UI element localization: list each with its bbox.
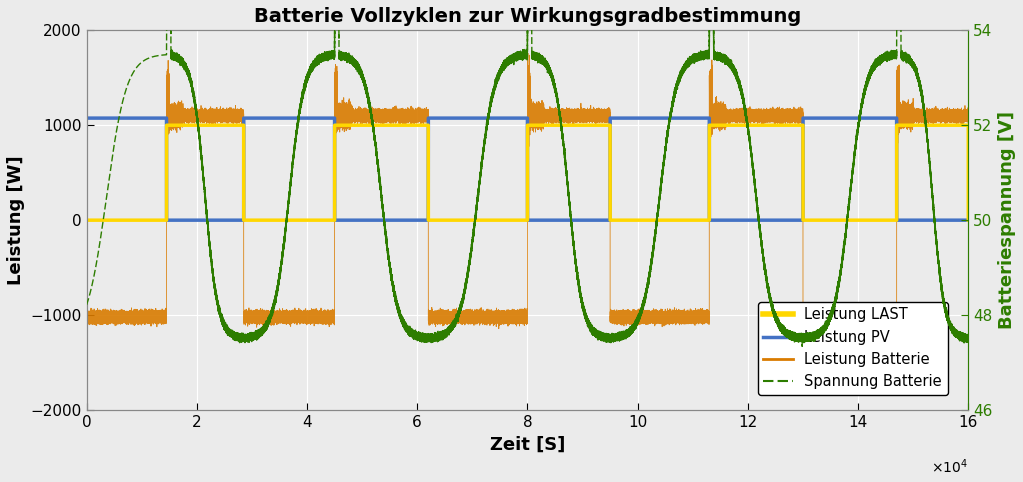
Y-axis label: Leistung [W]: Leistung [W] <box>7 155 25 285</box>
Legend: Leistung LAST, Leistung PV, Leistung Batterie, Spannung Batterie: Leistung LAST, Leistung PV, Leistung Bat… <box>758 302 947 395</box>
Text: $\times10^4$: $\times10^4$ <box>931 457 968 476</box>
Y-axis label: Batteriespannung [V]: Batteriespannung [V] <box>998 111 1016 329</box>
Title: Batterie Vollzyklen zur Wirkungsgradbestimmung: Batterie Vollzyklen zur Wirkungsgradbest… <box>254 7 801 26</box>
X-axis label: Zeit [S]: Zeit [S] <box>490 435 565 454</box>
